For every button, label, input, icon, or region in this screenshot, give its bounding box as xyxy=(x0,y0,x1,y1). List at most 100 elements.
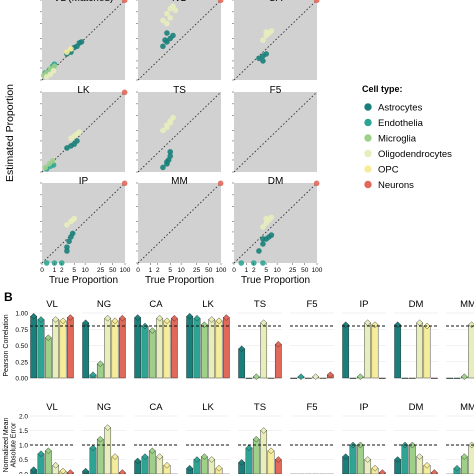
x-tick-label: 100 xyxy=(312,267,323,274)
facet-ts: TS xyxy=(136,85,222,173)
point-oligodendrocytes xyxy=(263,215,270,222)
x-tick-label: 50 xyxy=(205,267,213,274)
identity-line xyxy=(137,182,222,264)
point-neurons xyxy=(313,0,320,4)
legend: Cell type: Astrocytes Endothelia Microglia… xyxy=(362,84,452,191)
facet-ca: CA xyxy=(232,0,320,81)
bar-facet-title: MM xyxy=(460,402,474,413)
bar-facet-lk: LK xyxy=(186,299,230,379)
point-marker-astrocytes xyxy=(238,459,245,466)
bar-oligodendrocytes xyxy=(468,324,474,379)
bar-endothelia xyxy=(141,325,149,379)
bar-endothelia xyxy=(401,444,409,474)
point-marker-endothelia xyxy=(89,444,97,452)
point-marker-endothelia xyxy=(297,373,305,380)
facet-title: TS xyxy=(173,85,186,96)
bar-facet-title: IP xyxy=(360,299,369,310)
y-tick-label: 0.5 xyxy=(19,457,28,464)
point-marker-opc xyxy=(59,317,67,325)
x-tick-label: 25 xyxy=(289,267,297,274)
point-marker-neurons xyxy=(327,371,334,379)
point-marker-oligodendrocytes xyxy=(208,456,215,463)
x-tick-label: 2 xyxy=(252,267,256,274)
point-marker-oligodendrocytes xyxy=(104,424,111,431)
bar-oligodendrocytes xyxy=(416,322,424,379)
point-marker-oligodendrocytes xyxy=(416,453,423,460)
point-marker-microglia xyxy=(149,327,156,334)
y-axis-title: Estimated Proportion xyxy=(4,84,16,182)
bar-facet-dm: DM xyxy=(394,402,438,474)
point-marker-opc xyxy=(371,464,379,472)
bar-oligodendrocytes xyxy=(260,322,268,379)
point-marker-neurons xyxy=(67,314,74,321)
identity-line xyxy=(137,0,222,81)
x-tick-label: 50 xyxy=(109,267,117,274)
bar-opc xyxy=(423,325,431,379)
point-marker-microglia xyxy=(201,453,208,460)
bar-oligodendrocytes xyxy=(104,318,112,379)
point-oligodendrocytes xyxy=(69,217,76,223)
point-oligodendrocytes xyxy=(50,68,57,74)
point-marker-astrocytes xyxy=(186,312,193,320)
bar-facet-ng: NG xyxy=(82,299,126,379)
x-tick-label: 100 xyxy=(120,267,131,274)
bar-microglia xyxy=(408,444,416,474)
point-oligodendrocytes xyxy=(170,114,176,121)
point-marker-astrocytes xyxy=(134,457,141,465)
bar-oligodendrocytes xyxy=(468,444,474,474)
point-marker-neurons xyxy=(119,469,126,474)
point-marker-oligodendrocytes xyxy=(312,373,319,380)
bar-oligodendrocytes xyxy=(104,427,112,474)
point-microglia xyxy=(49,158,56,164)
x-tick-label: 0 xyxy=(40,267,44,274)
point-astrocytes xyxy=(74,138,80,144)
facet-title: IP xyxy=(79,176,89,187)
x-tick-label: 2 xyxy=(60,267,64,274)
point-marker-astrocytes xyxy=(30,312,37,320)
point-oligodendrocytes xyxy=(268,28,275,34)
bar-facet-title: NG xyxy=(97,402,111,413)
bar-astrocytes xyxy=(290,377,298,379)
point-marker-endothelia xyxy=(37,450,45,457)
bar-facet-title: F5 xyxy=(306,299,317,310)
bar-facet-mm: MM xyxy=(446,402,474,474)
bar-facet-title: LK xyxy=(202,299,214,310)
x-tick-label: 10 xyxy=(274,267,282,274)
x-axis-title: True Proportion xyxy=(49,275,118,286)
bar-facet-title: F5 xyxy=(306,402,317,413)
point-astrocytes xyxy=(164,30,170,36)
facet-ip: IP xyxy=(40,176,128,266)
bar-opc xyxy=(59,320,67,379)
legend-key-astrocytes xyxy=(363,102,373,112)
bar-astrocytes xyxy=(342,324,350,379)
point-neurons xyxy=(121,180,128,187)
y-axis-title: Absolute Error xyxy=(11,422,18,467)
x-tick-label: 100 xyxy=(216,267,227,274)
bar-microglia xyxy=(148,450,156,474)
point-astrocytes xyxy=(164,159,170,165)
identity-line xyxy=(233,182,318,264)
bar-facet-title: TS xyxy=(254,299,266,310)
bar-facet-title: CA xyxy=(149,402,163,413)
point-marker-microglia xyxy=(409,441,416,449)
y-axis: 0.00 0.25 0.50 0.75 1.00 Pearson Correlation xyxy=(3,311,28,383)
point-marker-neurons xyxy=(119,314,126,322)
point-marker-microglia xyxy=(461,373,468,380)
point-astrocytes xyxy=(69,230,76,237)
facet-title: VL (Matched) xyxy=(54,0,114,4)
point-oligodendrocytes xyxy=(164,20,170,27)
bar-oligodendrocytes xyxy=(52,319,60,379)
legend-label-microglia: Microglia xyxy=(378,134,417,145)
bar-facet-title: DM xyxy=(409,299,424,310)
point-oligodendrocytes xyxy=(64,222,70,228)
bar-oligodendrocytes xyxy=(156,318,164,379)
bar-neurons xyxy=(430,377,438,379)
point-opc xyxy=(68,46,74,52)
bar-facet-dm: DM xyxy=(394,299,438,379)
bar-facet-ts: TS xyxy=(238,402,282,474)
bar-endothelia xyxy=(193,318,201,379)
point-marker-neurons xyxy=(223,314,230,321)
identity-line xyxy=(233,0,318,81)
point-marker-opc xyxy=(423,462,431,469)
